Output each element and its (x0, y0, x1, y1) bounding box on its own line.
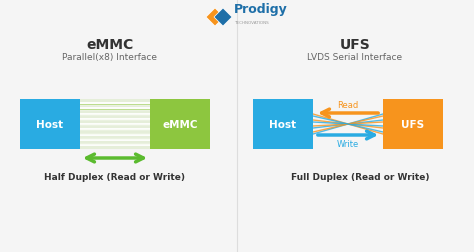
Text: LVDS Serial Interface: LVDS Serial Interface (308, 52, 402, 61)
FancyBboxPatch shape (20, 100, 80, 149)
Text: Parallel(x8) Interface: Parallel(x8) Interface (63, 52, 157, 61)
Polygon shape (214, 9, 232, 27)
Text: Full Duplex (Read or Write): Full Duplex (Read or Write) (291, 173, 429, 182)
Text: eMMC: eMMC (86, 38, 134, 52)
Text: TECHNOVATIONS: TECHNOVATIONS (234, 21, 269, 25)
FancyBboxPatch shape (253, 100, 313, 149)
Text: Host: Host (36, 119, 64, 130)
FancyBboxPatch shape (150, 100, 210, 149)
Text: Write: Write (337, 139, 359, 148)
FancyBboxPatch shape (383, 100, 443, 149)
Text: UFS: UFS (340, 38, 370, 52)
Text: Host: Host (269, 119, 297, 130)
Polygon shape (206, 9, 224, 27)
FancyBboxPatch shape (80, 100, 150, 149)
Text: Prodigy: Prodigy (234, 3, 288, 16)
Text: Half Duplex (Read or Write): Half Duplex (Read or Write) (45, 173, 185, 182)
Text: Read: Read (337, 101, 359, 110)
Text: eMMC: eMMC (162, 119, 198, 130)
Text: UFS: UFS (401, 119, 425, 130)
